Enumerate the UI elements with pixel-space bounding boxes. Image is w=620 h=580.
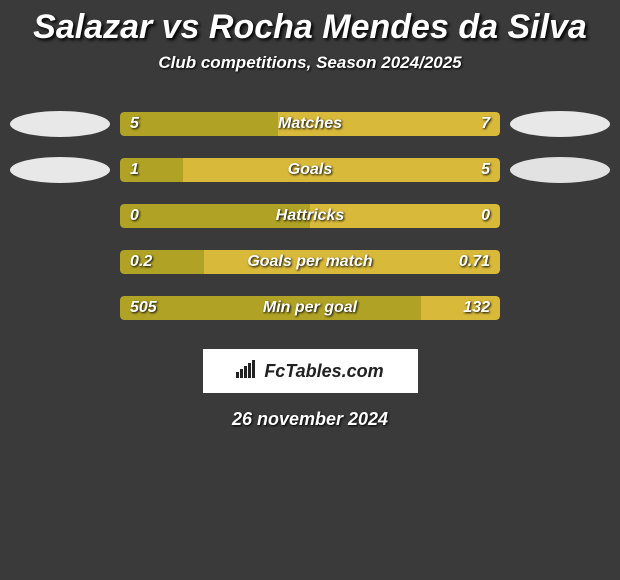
stat-label: Goals per match: [247, 253, 372, 271]
stat-value-right: 5: [481, 161, 490, 179]
right-side-slot: [500, 111, 620, 137]
stat-value-left: 0.2: [130, 253, 152, 271]
stat-bar-left-fill: [120, 112, 278, 136]
source-logo-text: FcTables.com: [264, 361, 383, 382]
stat-value-left: 0: [130, 207, 139, 225]
barchart-icon: [236, 360, 258, 383]
stat-label: Hattricks: [276, 207, 344, 225]
stat-bar: 5 7 Matches: [120, 112, 500, 136]
stat-label: Matches: [278, 115, 342, 133]
stat-value-left: 505: [130, 299, 157, 317]
stat-bar-right-fill: [183, 158, 500, 182]
stat-label: Min per goal: [263, 299, 357, 317]
stat-bar: 0.2 0.71 Goals per match: [120, 250, 500, 274]
source-logo: FcTables.com: [203, 349, 418, 393]
stat-bar: 1 5 Goals: [120, 158, 500, 182]
comparison-subtitle: Club competitions, Season 2024/2025: [0, 53, 620, 101]
stat-value-right: 7: [481, 115, 490, 133]
player-left-ellipse: [10, 157, 110, 183]
left-side-slot: [0, 111, 120, 137]
stat-value-right: 132: [463, 299, 490, 317]
stat-value-left: 5: [130, 115, 139, 133]
stat-value-left: 1: [130, 161, 139, 179]
stat-value-right: 0.71: [459, 253, 490, 271]
comparison-title: Salazar vs Rocha Mendes da Silva: [0, 0, 620, 53]
stat-bar: 0 0 Hattricks: [120, 204, 500, 228]
player-left-ellipse: [10, 111, 110, 137]
stat-rows-container: 5 7 Matches 1 5 Goals 0 0 Hattricks 0.2 0.71 Goals …: [0, 101, 620, 331]
stat-row: 0 0 Hattricks: [0, 193, 620, 239]
stat-value-right: 0: [481, 207, 490, 225]
left-side-slot: [0, 157, 120, 183]
stat-bar: 505 132 Min per goal: [120, 296, 500, 320]
right-side-slot: [500, 157, 620, 183]
player-right-ellipse: [510, 111, 610, 137]
stat-row: 5 7 Matches: [0, 101, 620, 147]
stat-label: Goals: [288, 161, 332, 179]
snapshot-date: 26 november 2024: [0, 409, 620, 430]
stat-row: 505 132 Min per goal: [0, 285, 620, 331]
stat-row: 1 5 Goals: [0, 147, 620, 193]
stat-row: 0.2 0.71 Goals per match: [0, 239, 620, 285]
player-right-ellipse: [510, 157, 610, 183]
